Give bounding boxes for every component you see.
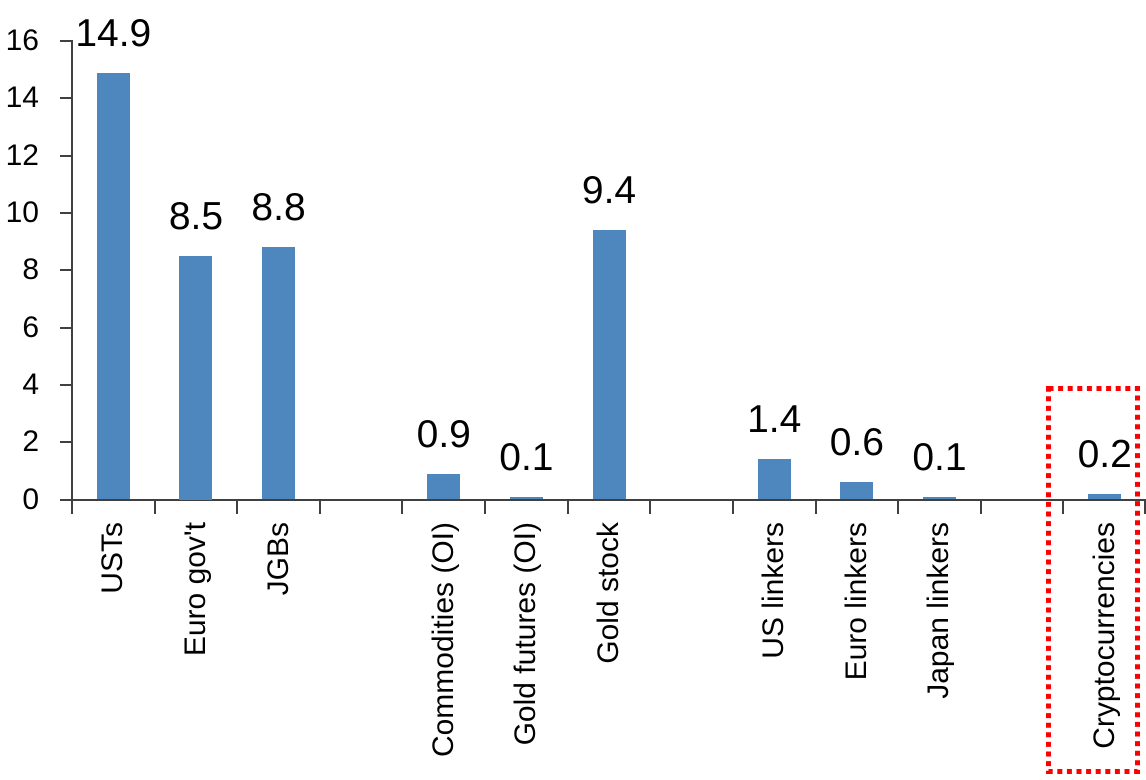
x-tick	[484, 500, 487, 514]
category-label: US linkers	[757, 522, 791, 659]
y-tick-label: 16	[5, 24, 39, 57]
category-label: USTs	[96, 522, 130, 594]
bar-euro-gov-t	[179, 255, 213, 500]
bar-value-label: 8.8	[251, 186, 306, 230]
red-dotted-rect	[1046, 386, 1140, 774]
x-tick	[566, 500, 569, 514]
x-tick	[897, 500, 900, 514]
bar-value-label: 0.6	[829, 421, 884, 465]
x-axis-line	[71, 499, 1146, 501]
y-tick-label: 4	[22, 367, 39, 401]
y-tick-label: 12	[5, 138, 39, 172]
x-tick	[1062, 500, 1065, 514]
x-tick	[153, 500, 156, 514]
cryptocurrencies-highlight-box	[1046, 386, 1140, 774]
bar-commodities-oi-	[427, 473, 461, 500]
bar-value-label: 0.1	[912, 435, 967, 479]
category-label: Euro gov't	[178, 522, 212, 657]
y-tick	[60, 211, 72, 214]
y-tick	[60, 498, 72, 501]
bar-gold-stock	[592, 230, 626, 500]
y-tick	[60, 154, 72, 157]
x-tick	[318, 500, 321, 514]
bar-value-label: 0.2	[1077, 432, 1132, 476]
bar-japan-linkers	[922, 496, 956, 500]
y-tick-label: 8	[22, 253, 39, 287]
category-label: Euro linkers	[839, 522, 873, 681]
y-tick-label: 10	[5, 195, 39, 229]
category-label: Commodities (OI)	[426, 522, 460, 758]
y-tick	[60, 326, 72, 329]
bar-gold-futures-oi-	[509, 496, 543, 500]
y-tick-label: 0	[22, 482, 39, 516]
y-tick	[60, 40, 72, 42]
x-tick	[814, 500, 817, 514]
bar-value-label: 1.4	[747, 398, 802, 442]
x-tick	[1144, 500, 1146, 514]
category-label: JGBs	[261, 522, 295, 596]
bar-cryptocurrencies	[1088, 493, 1122, 500]
x-tick	[71, 500, 73, 514]
y-axis-line	[71, 40, 73, 501]
category-label: Gold futures (OI)	[509, 522, 543, 746]
bar-value-label: 0.1	[499, 435, 554, 479]
bar-value-label: 0.9	[416, 412, 471, 456]
category-label: Gold stock	[592, 522, 625, 664]
y-tick	[60, 383, 72, 386]
x-tick	[649, 500, 652, 514]
x-tick	[236, 500, 239, 514]
y-tick	[60, 269, 72, 272]
bar-value-label: 9.4	[581, 169, 637, 213]
bar-value-label: 8.5	[168, 194, 224, 238]
x-tick	[979, 500, 982, 514]
category-label: Japan linkers	[922, 522, 956, 699]
y-tick-label: 6	[22, 310, 39, 344]
bar-us-linkers	[757, 459, 791, 500]
y-tick-label: 14	[5, 81, 39, 115]
y-tick	[60, 441, 72, 444]
bar-value-label: 14.9	[75, 11, 152, 55]
x-tick	[731, 500, 734, 514]
bar-euro-linkers	[840, 482, 874, 500]
y-tick	[60, 97, 72, 100]
y-tick-label: 2	[22, 425, 39, 459]
bar-jgbs	[262, 247, 296, 500]
x-tick	[401, 500, 404, 514]
bar-usts	[96, 72, 130, 500]
